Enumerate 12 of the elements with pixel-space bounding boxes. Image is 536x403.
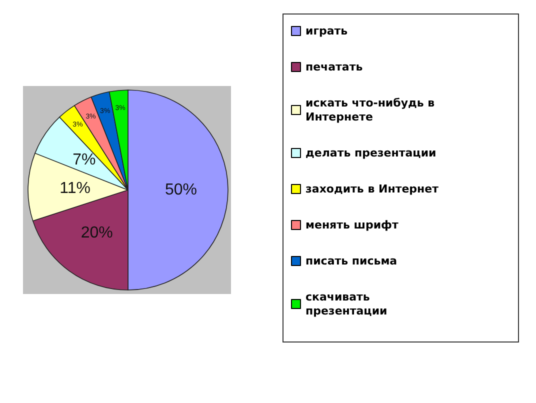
legend-label: скачивать презентации	[306, 290, 388, 318]
data-label: 20%	[80, 224, 113, 242]
data-label: 7%	[72, 152, 96, 169]
legend-label: писать письма	[306, 254, 398, 268]
legend-label: менять шрифт	[306, 218, 399, 232]
legend-label: играть	[306, 24, 348, 38]
data-label: 11%	[60, 180, 90, 197]
data-label: 50%	[164, 182, 198, 198]
legend-label: печатать	[306, 60, 363, 74]
legend-label: заходить в Интернет	[306, 182, 440, 196]
legend-label: делать презентации	[306, 146, 436, 160]
legend-label: искать что-нибудь в Интернете	[306, 96, 438, 124]
